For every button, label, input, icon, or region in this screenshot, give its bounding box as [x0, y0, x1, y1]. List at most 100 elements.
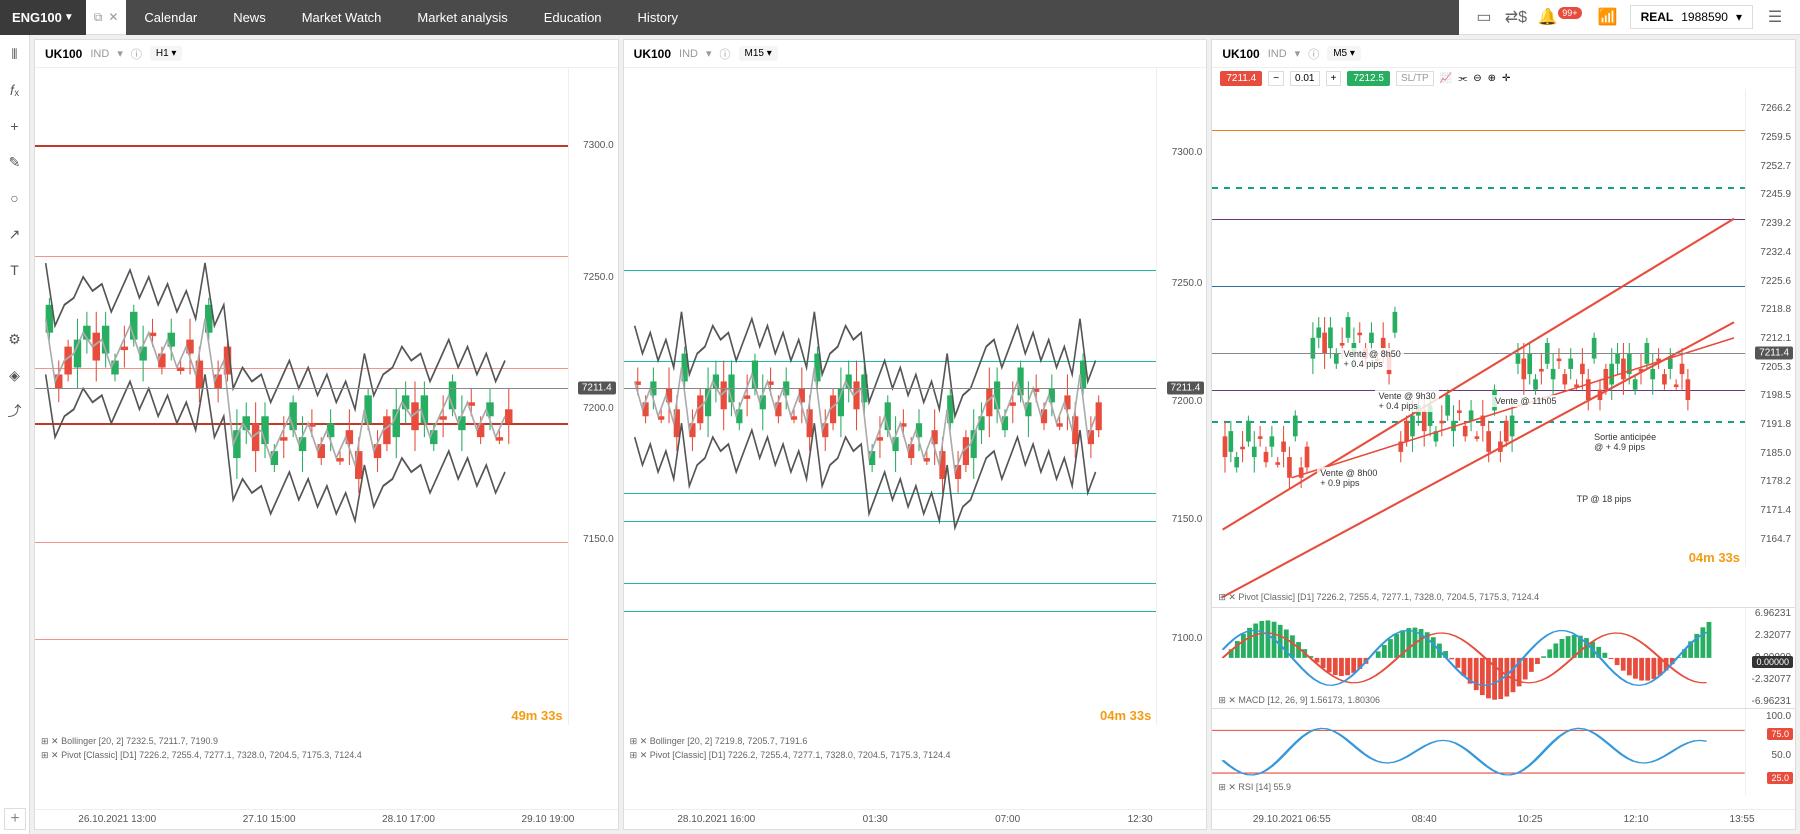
indicator-icon[interactable]: ⫘	[1458, 73, 1467, 84]
nav-history[interactable]: History	[620, 0, 696, 35]
y-tick: 7252.7	[1760, 161, 1791, 172]
current-price-label: 7211.4	[1167, 382, 1205, 395]
add-icon[interactable]: +	[6, 117, 24, 135]
account-selector[interactable]: REAL 1988590 ▾	[1630, 5, 1753, 29]
dropdown-icon[interactable]: ▾	[1295, 47, 1301, 60]
chart-panel-1: UK100 IND ▾ ⓘ M15 ▾7257.17221.77212.7716…	[623, 39, 1208, 830]
y-tick: 7198.5	[1760, 390, 1791, 401]
y-tick: 7232.4	[1760, 247, 1791, 258]
notification-button[interactable]: 🔔 99+	[1538, 7, 1586, 27]
wifi-icon[interactable]: 📶	[1598, 7, 1618, 27]
zoom-out-icon[interactable]: ⊖	[1473, 73, 1481, 84]
y-tick: 7300.0	[583, 140, 614, 151]
nav-market-analysis[interactable]: Market analysis	[399, 0, 525, 35]
y-tick: 7218.8	[1760, 304, 1791, 315]
chart-symbol[interactable]: UK100	[634, 47, 671, 61]
y-tick: 7150.0	[583, 534, 614, 545]
chart-timeframe[interactable]: H1 ▾	[150, 46, 183, 61]
y-tick: 7200.0	[583, 403, 614, 414]
popout-icon[interactable]: ⧉	[94, 10, 103, 25]
account-id: 1988590	[1681, 10, 1728, 24]
buy-button[interactable]: 7212.5	[1347, 71, 1390, 86]
y-tick: 7300.0	[1172, 147, 1203, 158]
circle-icon[interactable]: ○	[6, 189, 24, 207]
chart-tool-icon[interactable]: 📈	[1440, 73, 1452, 84]
chart-symbol[interactable]: UK100	[1222, 47, 1259, 61]
y-tick: 7245.9	[1760, 189, 1791, 200]
settings-icon[interactable]: ⚙	[6, 330, 24, 348]
x-tick: 12:10	[1624, 814, 1649, 825]
chart-body[interactable]: 7257.17221.77212.77167.97157.47131.27120…	[624, 68, 1207, 809]
x-axis: 29.10.2021 06:5508:4010:2512:1013:55	[1212, 809, 1795, 829]
x-tick: 28.10 17:00	[382, 814, 435, 825]
indicator-info[interactable]: ⊞ ✕ Pivot [Classic] [D1] 7226.2, 7255.4,…	[630, 750, 951, 761]
y-tick: 7250.0	[1172, 278, 1203, 289]
chart-annotation: Sortie anticipée@ + 4.9 pips	[1591, 431, 1659, 453]
indicator-info[interactable]: ⊞ ✕ Bollinger [20, 2] 7219.8, 7205.7, 71…	[630, 736, 808, 747]
chart-header: UK100 IND ▾ ⓘ H1 ▾	[35, 40, 618, 68]
x-tick: 08:40	[1412, 814, 1437, 825]
y-tick: 7150.0	[1172, 514, 1203, 525]
y-axis: 7300.07250.07200.07150.07100.0	[1156, 68, 1206, 725]
draw-icon[interactable]: ✎	[6, 153, 24, 171]
trend-icon[interactable]: ↗	[6, 225, 24, 243]
share-icon[interactable]: ⤴	[6, 402, 24, 420]
x-axis: 26.10.2021 13:0027.10 15:0028.10 17:0029…	[35, 809, 618, 829]
x-tick: 01:30	[863, 814, 888, 825]
y-tick: 7200.0	[1172, 396, 1203, 407]
x-tick: 13:55	[1730, 814, 1755, 825]
layout-icon[interactable]: ▭	[1474, 7, 1494, 27]
text-tool-icon[interactable]: 𝑓ₓ	[6, 81, 24, 99]
info-icon[interactable]: ⓘ	[1308, 46, 1319, 62]
sltp-button[interactable]: SL/TP	[1396, 71, 1434, 86]
add-tab-button[interactable]: +	[4, 808, 26, 830]
menu-icon[interactable]: ☰	[1765, 7, 1785, 27]
x-tick: 29.10 19:00	[522, 814, 575, 825]
chart-ind-label: IND	[1268, 48, 1287, 60]
x-tick: 26.10.2021 13:00	[78, 814, 156, 825]
dropdown-arrow-icon: ▼	[64, 12, 74, 23]
y-axis: 7300.07250.07200.07150.0	[568, 68, 618, 725]
nav-calendar[interactable]: Calendar	[126, 0, 215, 35]
qty-input[interactable]: 0.01	[1290, 71, 1319, 86]
bars-icon[interactable]: ⦀	[6, 45, 24, 63]
qty-plus[interactable]: +	[1326, 71, 1342, 86]
qty-minus[interactable]: −	[1268, 71, 1284, 86]
indicator-info[interactable]: ⊞ ✕ Bollinger [20, 2] 7232.5, 7211.7, 71…	[41, 736, 218, 747]
dropdown-icon[interactable]: ▾	[117, 47, 123, 60]
y-tick: 7239.2	[1760, 218, 1791, 229]
chart-timeframe[interactable]: M15 ▾	[739, 46, 778, 61]
zoom-in-icon[interactable]: ⊕	[1488, 73, 1496, 84]
chart-annotation: Vente @ 9h30+ 0.4 pips	[1375, 390, 1438, 412]
sell-button[interactable]: 7211.4	[1220, 71, 1262, 86]
indicator-info[interactable]: ⊞ ✕ Pivot [Classic] [D1] 7226.2, 7255.4,…	[41, 750, 362, 761]
chart-body[interactable]: 7260.37248.07241.67226.77203.67197.1	[1212, 89, 1795, 809]
crosshair-icon[interactable]: ✛	[1502, 73, 1510, 84]
nav-market-watch[interactable]: Market Watch	[284, 0, 400, 35]
layers-icon[interactable]: ◈	[6, 366, 24, 384]
info-icon[interactable]: ⓘ	[131, 46, 142, 62]
transfer-icon[interactable]: ⇄$	[1506, 7, 1526, 27]
chart-annotation: TP @ 18 pips	[1574, 493, 1635, 505]
chart-symbol[interactable]: UK100	[45, 47, 82, 61]
x-tick: 07:00	[995, 814, 1020, 825]
info-icon[interactable]: ⓘ	[720, 46, 731, 62]
close-tab-icon[interactable]: ✕	[108, 10, 118, 24]
y-tick: 7171.4	[1760, 505, 1791, 516]
x-tick: 12:30	[1128, 814, 1153, 825]
y-tick: 7191.8	[1760, 419, 1791, 430]
symbol-tab[interactable]: ENG100▼	[0, 0, 86, 35]
current-price-label: 7211.4	[578, 382, 616, 395]
type-icon[interactable]: T	[6, 261, 24, 279]
chart-timeframe[interactable]: M5 ▾	[1327, 46, 1361, 61]
rsi-panel: ⊞ ✕ RSI [14] 55.9100.0 75.0 50.0 25.0	[1212, 708, 1795, 794]
indicator-info[interactable]: ⊞ ✕ Pivot [Classic] [D1] 7226.2, 7255.4,…	[1218, 592, 1539, 603]
nav-news[interactable]: News	[215, 0, 284, 35]
nav-education[interactable]: Education	[526, 0, 620, 35]
dropdown-icon[interactable]: ▾	[706, 47, 712, 60]
y-tick: 7259.5	[1760, 132, 1791, 143]
chart-header: UK100 IND ▾ ⓘ M15 ▾	[624, 40, 1207, 68]
chart-panel-2: UK100 IND ▾ ⓘ M5 ▾ 7211.4 − 0.01 + 7212.5…	[1211, 39, 1796, 830]
x-tick: 10:25	[1518, 814, 1543, 825]
chart-body[interactable]: 7300.07261.57221.87200.07159.17123.4	[35, 68, 618, 809]
